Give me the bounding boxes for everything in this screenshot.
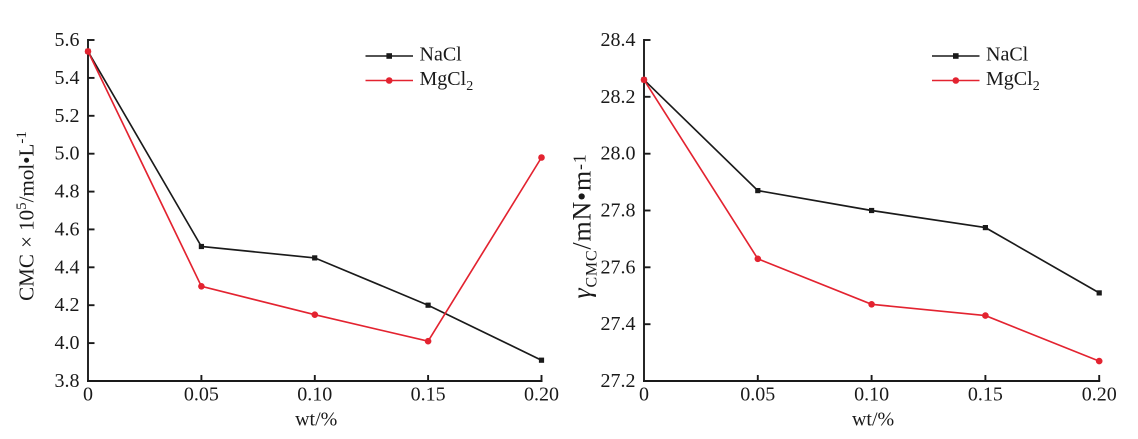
svg-text:4.4: 4.4 xyxy=(55,256,80,278)
svg-text:wt/%: wt/% xyxy=(295,409,337,431)
svg-text:4.0: 4.0 xyxy=(55,332,80,354)
svg-text:0: 0 xyxy=(83,384,93,406)
svg-text:27.2: 27.2 xyxy=(601,370,636,392)
svg-text:28.4: 28.4 xyxy=(601,29,636,51)
svg-text:0.20: 0.20 xyxy=(524,384,559,406)
svg-text:27.8: 27.8 xyxy=(601,200,636,222)
svg-text:0.15: 0.15 xyxy=(411,384,446,406)
svg-text:28.0: 28.0 xyxy=(601,143,636,165)
svg-text:MgCl2: MgCl2 xyxy=(986,68,1040,94)
svg-text:5.4: 5.4 xyxy=(55,67,80,89)
svg-text:4.8: 4.8 xyxy=(55,181,80,203)
svg-text:4.6: 4.6 xyxy=(55,218,80,240)
svg-text:27.6: 27.6 xyxy=(601,256,636,278)
svg-text:NaCl: NaCl xyxy=(420,43,463,65)
svg-text:5.6: 5.6 xyxy=(55,29,80,51)
svg-text:MgCl2: MgCl2 xyxy=(420,68,474,94)
svg-text:γCMC/mN•m-1: γCMC/mN•m-1 xyxy=(568,153,601,298)
svg-text:0.05: 0.05 xyxy=(184,384,219,406)
svg-text:0: 0 xyxy=(639,384,649,406)
svg-text:27.4: 27.4 xyxy=(601,313,636,335)
svg-text:28.2: 28.2 xyxy=(601,86,636,108)
svg-text:5.2: 5.2 xyxy=(55,105,80,127)
svg-text:0.05: 0.05 xyxy=(740,384,775,406)
svg-text:0.15: 0.15 xyxy=(968,384,1003,406)
svg-text:CMC × 105/mol•L-1: CMC × 105/mol•L-1 xyxy=(14,131,39,301)
svg-text:0.10: 0.10 xyxy=(854,384,889,406)
svg-text:5.0: 5.0 xyxy=(55,143,80,165)
svg-text:3.8: 3.8 xyxy=(55,370,80,392)
svg-text:0.10: 0.10 xyxy=(297,384,332,406)
svg-text:4.2: 4.2 xyxy=(55,294,80,316)
svg-text:0.20: 0.20 xyxy=(1082,384,1117,406)
svg-text:NaCl: NaCl xyxy=(986,43,1029,65)
svg-text:wt/%: wt/% xyxy=(852,409,894,431)
